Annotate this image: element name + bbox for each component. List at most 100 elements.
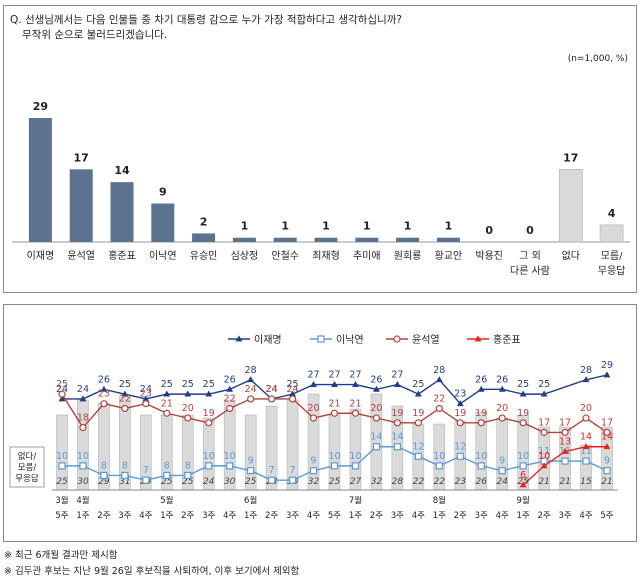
series-value-label: 13 [559, 437, 571, 448]
bar-value-label: 1 [322, 220, 330, 233]
series-marker [519, 419, 527, 427]
series-marker [309, 467, 318, 475]
series-marker [393, 419, 401, 427]
series-value-label: 10 [56, 451, 68, 462]
undecided-bar-label: 29 [98, 477, 110, 487]
series-value-label: 10 [538, 451, 550, 462]
category-label: 원희룡 [394, 250, 422, 262]
series-marker [310, 380, 317, 387]
series-value-label: 26 [224, 374, 236, 385]
series-marker [372, 414, 381, 422]
series-value-label: 10 [349, 451, 361, 462]
series-value-label: 10 [77, 451, 89, 462]
bar [110, 182, 134, 242]
series-value-label: 14 [391, 432, 403, 443]
footnote-1: ※ 최근 6개월 결과만 제시함 [4, 550, 118, 561]
series-marker [477, 385, 485, 392]
series-marker [79, 462, 87, 470]
series-marker [372, 443, 381, 451]
bar [273, 237, 297, 242]
bar-value-label: 17 [563, 151, 578, 164]
trend-chart: 이재명이낙연윤석열홍준표2530293125252524302528303225… [9, 333, 618, 521]
series-value-label: 24 [140, 384, 152, 395]
undecided-bar-label: 21 [538, 477, 549, 487]
series-marker [561, 447, 569, 454]
series-value-label: 28 [433, 365, 445, 376]
category-label: 모름/ [601, 250, 623, 262]
series-value-label: 27 [391, 370, 403, 381]
month-label: 9월 [517, 495, 530, 506]
category-label: 홍준표 [108, 249, 136, 262]
series-value-label: 24 [56, 384, 68, 395]
legend-label: 윤석열 [412, 334, 440, 346]
week-label: 1주 [244, 511, 257, 521]
series-value-label: 25 [203, 379, 215, 390]
legend-marker [317, 335, 325, 343]
undecided-bar-label: 32 [371, 477, 383, 487]
series-value-label: 7 [269, 465, 275, 476]
legend-marker [235, 335, 243, 342]
series-marker [561, 457, 569, 465]
week-label: 3주 [286, 511, 299, 521]
undecided-bar-label: 25 [329, 477, 341, 487]
bar-value-label: 9 [159, 186, 167, 199]
series-value-label: 10 [224, 451, 236, 462]
series-value-label: 25 [412, 379, 424, 390]
series-value-label: 19 [454, 408, 466, 419]
series-value-label: 8 [164, 460, 170, 471]
undecided-bar-label: 21 [559, 477, 570, 487]
series-marker [205, 419, 213, 427]
category-label: 최재형 [312, 250, 340, 262]
series-value-label: 8 [101, 460, 107, 471]
month-label: 4월 [76, 495, 89, 506]
series-marker [288, 476, 297, 484]
month-label: 7월 [349, 495, 362, 506]
undecided-bar-label: 30 [77, 477, 89, 487]
legend-label: 홍준표 [493, 333, 521, 346]
series-value-label: 21 [349, 398, 361, 409]
series-marker [330, 409, 339, 417]
week-label: 5주 [55, 511, 68, 521]
series-marker [247, 376, 255, 383]
bar-value-label: 1 [241, 220, 249, 233]
series-marker [351, 462, 360, 470]
series-marker [163, 471, 171, 480]
bar [192, 233, 216, 242]
series-value-label: 11 [538, 446, 550, 457]
series-value-label: 20 [182, 403, 194, 414]
series-value-label: 8 [122, 460, 128, 471]
series-marker [247, 395, 255, 403]
series-marker [100, 471, 108, 480]
bar-value-label: 14 [114, 164, 130, 177]
bar [558, 169, 583, 243]
week-label: 1주 [76, 511, 89, 521]
series-value-label: 28 [245, 365, 257, 376]
series-value-label: 21 [161, 398, 173, 409]
series-marker [58, 390, 66, 398]
week-label: 1주 [433, 511, 446, 521]
bar-value-label: 1 [363, 220, 371, 233]
series-value-label: 26 [496, 374, 508, 385]
undecided-bar-label: 31 [119, 477, 130, 487]
month-label: 8월 [433, 495, 446, 506]
series-value-label: 17 [538, 417, 550, 428]
series-value-label: 27 [349, 370, 361, 381]
series-value-label: 24 [266, 384, 278, 395]
legend-label: 이재명 [254, 334, 282, 346]
week-label: 2주 [265, 511, 278, 521]
series-value-label: 26 [475, 374, 487, 385]
question-line-1: Q. 선생님께서는 다음 인물들 중 차기 대통령 감으로 누가 가장 적합하다… [10, 14, 402, 26]
series-marker [414, 390, 422, 397]
series-value-label: 17 [559, 417, 571, 428]
series-value-label: 10 [203, 451, 215, 462]
series-value-label: 14 [580, 432, 592, 443]
series-marker [582, 443, 590, 450]
series-value-label: 25 [182, 379, 194, 390]
series-marker [268, 476, 276, 484]
series-marker [226, 462, 234, 470]
series-marker [498, 385, 506, 392]
series-value-label: 20 [580, 403, 592, 414]
bar [151, 203, 175, 242]
series-marker [288, 395, 297, 403]
week-label: 3주 [391, 511, 404, 521]
